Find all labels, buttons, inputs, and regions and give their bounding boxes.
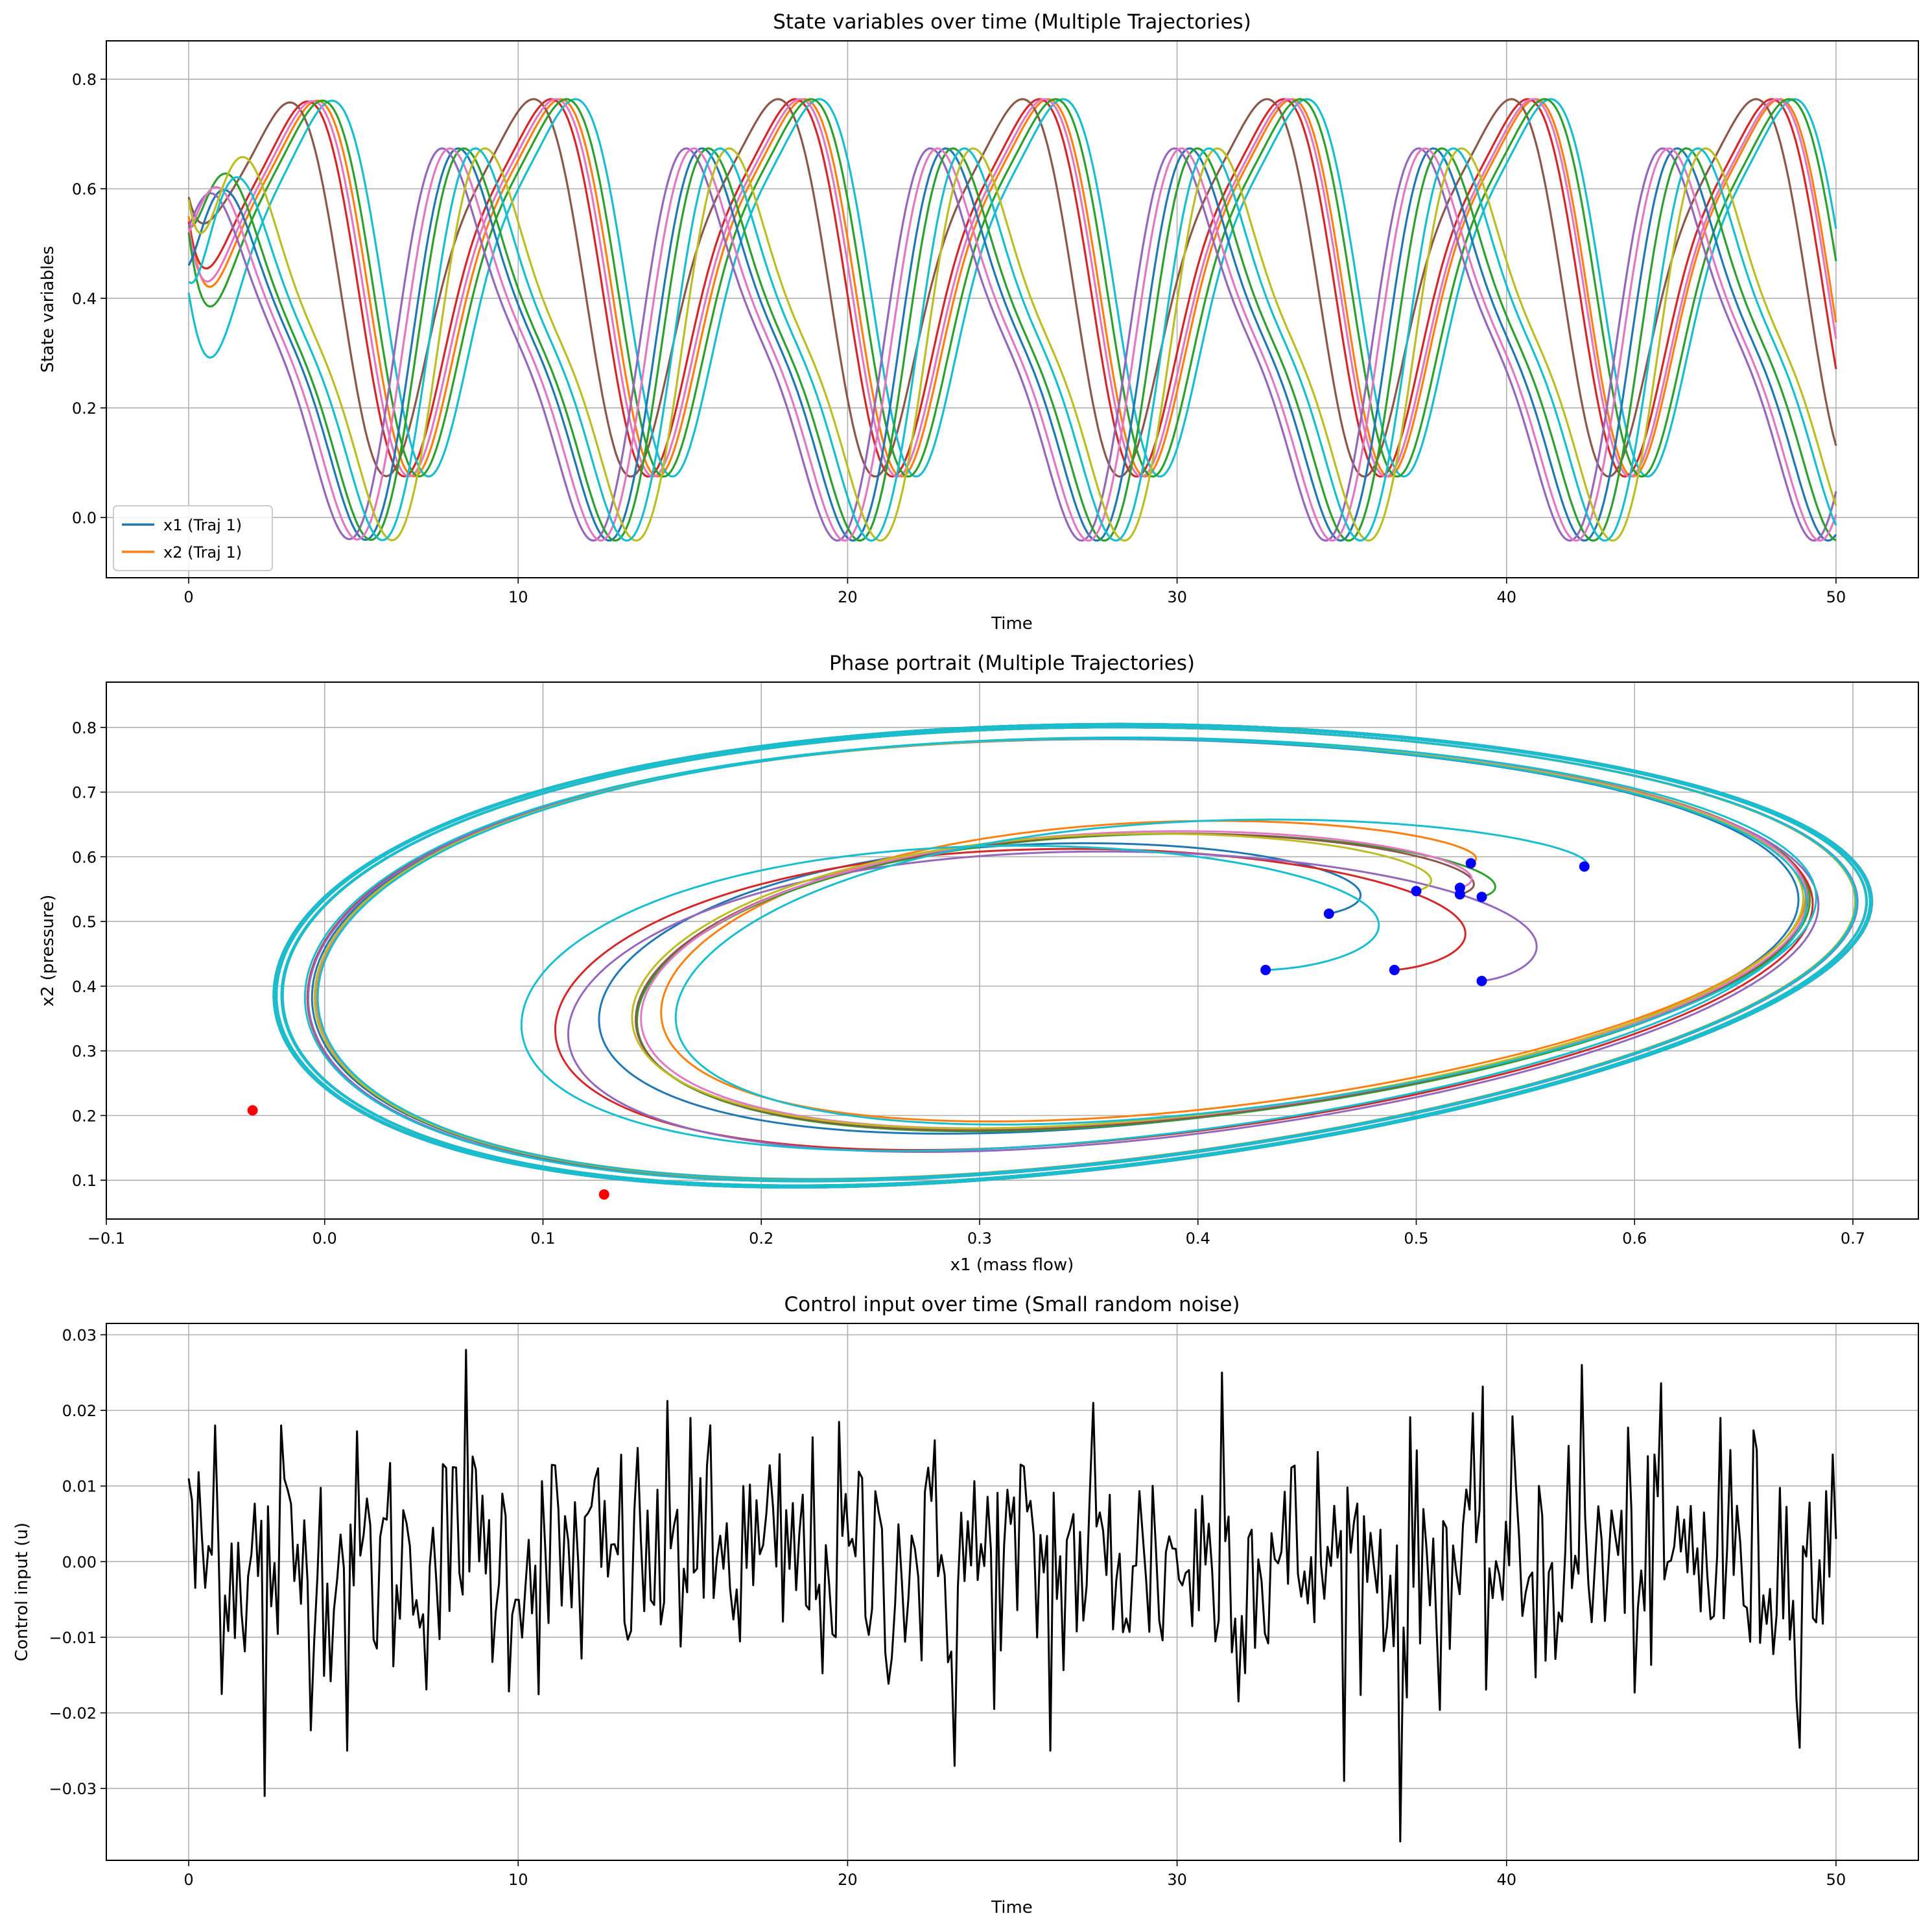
y-tick-label: 0.03 — [62, 1326, 97, 1344]
y-tick-label: 0.8 — [72, 71, 97, 89]
state-series-line-x2 — [187, 98, 1837, 478]
legend-label-x1: x1 (Traj 1) — [163, 516, 242, 534]
control-panel-frame — [106, 1323, 1919, 1861]
state-panel-ylabel: State variables — [38, 246, 58, 373]
control-input-line — [187, 1349, 1837, 1843]
trajectory-start-marker — [1411, 886, 1422, 897]
x-tick-label: 0.6 — [1622, 1229, 1647, 1248]
x-tick-label: 40 — [1496, 588, 1516, 606]
phase-panel-xlabel: x1 (mass flow) — [950, 1255, 1074, 1275]
legend-label-x2: x2 (Traj 1) — [163, 543, 242, 562]
trajectory-start-marker — [1476, 975, 1487, 986]
y-tick-label: 0.2 — [72, 1107, 97, 1125]
y-tick-label: 0.4 — [72, 290, 97, 308]
state-series-line-x2 — [187, 98, 1837, 478]
phase-panel-markers — [247, 858, 1590, 1200]
x-tick-label: 30 — [1167, 588, 1187, 606]
x-tick-label: 40 — [1496, 1871, 1516, 1889]
y-tick-label: 0.00 — [62, 1553, 97, 1571]
control-panel-xlabel: Time — [991, 1898, 1033, 1917]
y-tick-label: 0.2 — [72, 399, 97, 418]
x-tick-label: 10 — [508, 588, 528, 606]
x-tick-label: −0.1 — [88, 1229, 125, 1248]
phase-trajectory — [272, 722, 1873, 1189]
state-series-line-x1 — [187, 147, 1837, 542]
y-tick-label: −0.01 — [49, 1629, 97, 1647]
y-tick-label: −0.02 — [49, 1705, 97, 1723]
x-tick-label: 10 — [508, 1871, 528, 1889]
state-series-line-x2 — [187, 98, 1837, 478]
phase-portrait-panel: Phase portrait (Multiple Trajectories) −… — [38, 652, 1919, 1275]
state-series-line-x1 — [188, 147, 1837, 542]
state-panel-title: State variables over time (Multiple Traj… — [773, 10, 1251, 34]
state-panel-series — [187, 98, 1837, 542]
y-tick-label: 0.4 — [72, 978, 97, 996]
phase-panel-ticks: −0.1 0.0 0.1 0.2 0.3 0.4 0.5 0.6 0.7 0.1 0.2 0.3 0.4… — [72, 719, 1865, 1248]
x-tick-label: 0 — [183, 588, 193, 606]
x-tick-label: 0 — [183, 1871, 193, 1889]
y-tick-label: −0.03 — [49, 1780, 97, 1798]
state-series-line-x1 — [187, 147, 1837, 542]
control-panel-ticks: 0 10 20 30 40 50 −0.03 −0.02 −0.01 0.00 0.01 0.02 0.… — [49, 1326, 1846, 1889]
state-panel-frame — [106, 40, 1919, 578]
control-panel-series — [187, 1349, 1837, 1843]
y-tick-label: 0.01 — [62, 1478, 97, 1496]
state-series-line-x2 — [187, 98, 1837, 478]
trajectory-start-marker — [1579, 861, 1590, 872]
y-tick-label: 0.8 — [72, 719, 97, 737]
phase-panel-title: Phase portrait (Multiple Trajectories) — [829, 652, 1195, 675]
x-tick-label: 0.7 — [1841, 1229, 1865, 1248]
y-tick-label: 0.3 — [72, 1043, 97, 1061]
y-tick-label: 0.02 — [62, 1402, 97, 1420]
y-tick-label: 0.6 — [72, 180, 97, 198]
x-tick-label: 0.1 — [530, 1229, 555, 1248]
x-tick-label: 30 — [1167, 1871, 1187, 1889]
state-series-line-x1 — [188, 147, 1837, 542]
phase-panel-trajectories — [272, 722, 1874, 1189]
trajectory-start-marker — [1260, 964, 1271, 975]
phase-panel-ylabel: x2 (pressure) — [38, 895, 58, 1007]
y-tick-label: 0.1 — [72, 1172, 97, 1190]
state-series-line-x1 — [187, 147, 1837, 542]
control-panel-grid — [106, 1323, 1918, 1860]
x-tick-label: 0.5 — [1404, 1229, 1428, 1248]
trajectory-start-marker — [1476, 892, 1487, 903]
y-tick-label: 0.6 — [72, 848, 97, 866]
x-tick-label: 0.2 — [749, 1229, 773, 1248]
x-tick-label: 50 — [1826, 1871, 1846, 1889]
phase-panel-frame — [106, 681, 1919, 1220]
legend-box — [113, 505, 273, 571]
control-panel-ylabel: Control input (u) — [12, 1522, 32, 1661]
y-tick-label: 0.5 — [72, 913, 97, 931]
x-tick-label: 0.4 — [1186, 1229, 1210, 1248]
trajectory-start-marker — [1454, 883, 1465, 894]
x-tick-label: 50 — [1826, 588, 1846, 606]
trajectory-start-marker — [1389, 964, 1400, 975]
control-input-panel: Control input over time (Small random no… — [12, 1293, 1919, 1917]
y-tick-label: 0.7 — [72, 784, 97, 802]
state-panel-ticks: 0 10 20 30 40 50 0.0 0.2 0.4 0.6 0.8 — [72, 71, 1846, 606]
x-tick-label: 20 — [838, 588, 858, 606]
state-panel-xlabel: Time — [991, 614, 1033, 634]
trajectory-end-marker — [247, 1105, 258, 1116]
state-variables-panel: State variables over time (Multiple Traj… — [38, 10, 1919, 634]
x-tick-label: 0.3 — [967, 1229, 992, 1248]
y-tick-label: 0.0 — [72, 509, 97, 527]
trajectory-start-marker — [1465, 858, 1476, 869]
state-series-line-x2 — [187, 98, 1837, 478]
state-panel-legend: x1 (Traj 1) x2 (Traj 1) — [113, 505, 273, 571]
control-panel-title: Control input over time (Small random no… — [784, 1293, 1240, 1316]
x-tick-label: 20 — [838, 1871, 858, 1889]
state-series-line-x2 — [187, 98, 1837, 478]
trajectory-start-marker — [1323, 908, 1334, 919]
x-tick-label: 0.0 — [312, 1229, 337, 1248]
trajectory-end-marker — [598, 1189, 609, 1200]
